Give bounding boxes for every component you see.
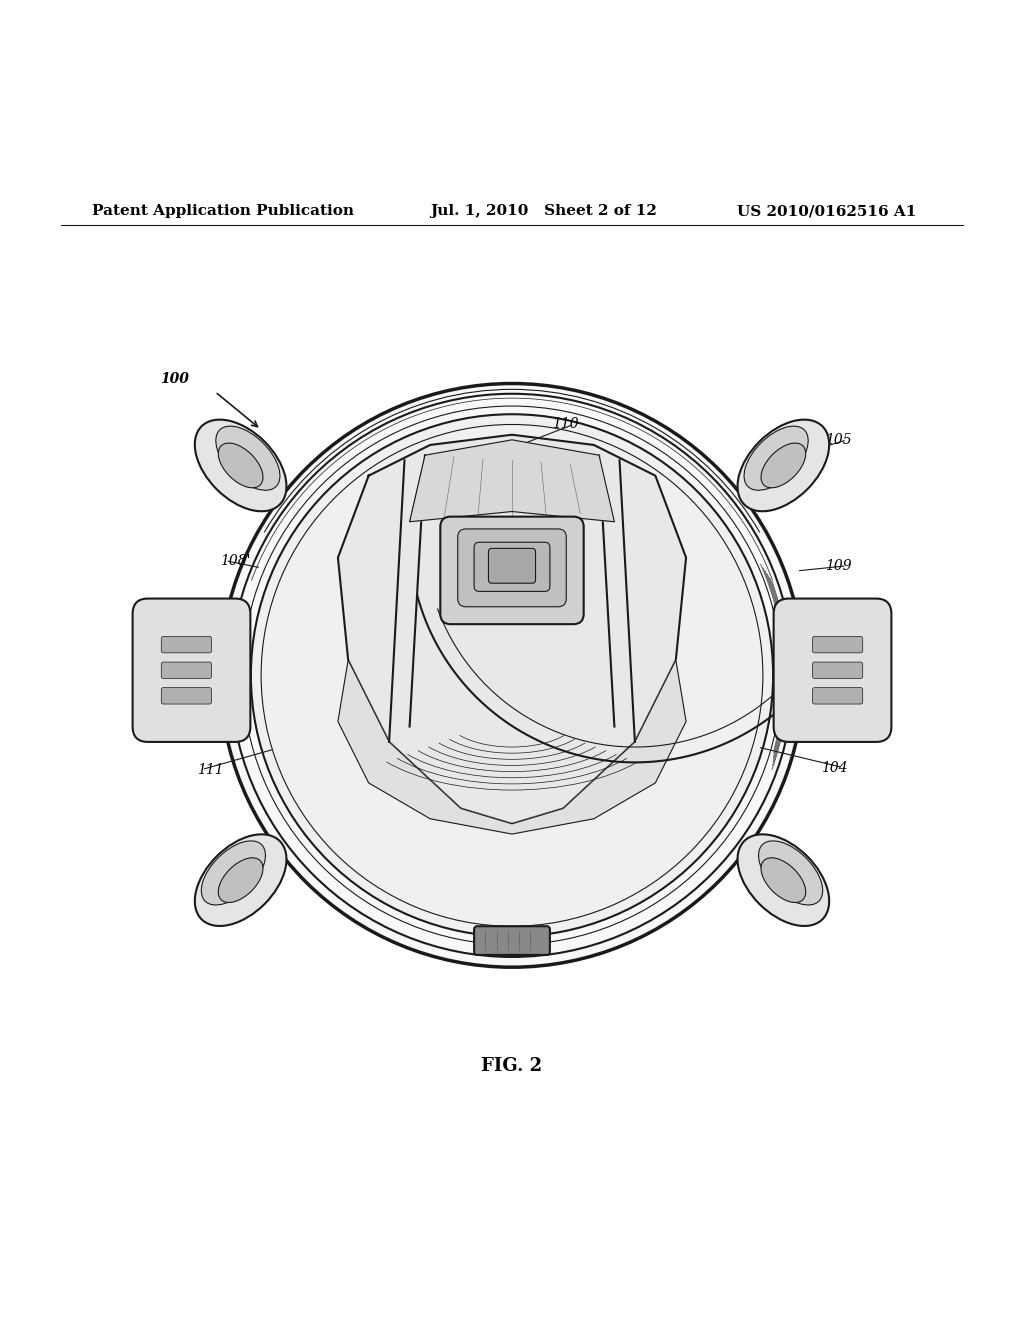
Ellipse shape: [251, 414, 773, 936]
Text: 110: 110: [552, 417, 579, 432]
Ellipse shape: [759, 841, 822, 906]
Ellipse shape: [216, 426, 280, 490]
Text: 105: 105: [825, 433, 852, 447]
Text: Jul. 1, 2010   Sheet 2 of 12: Jul. 1, 2010 Sheet 2 of 12: [430, 205, 657, 218]
Text: FIG. 2: FIG. 2: [481, 1057, 543, 1074]
Ellipse shape: [220, 384, 804, 968]
Ellipse shape: [202, 841, 265, 906]
Text: US 2010/0162516 A1: US 2010/0162516 A1: [737, 205, 916, 218]
Text: 108': 108': [220, 553, 251, 568]
Ellipse shape: [218, 858, 263, 903]
Ellipse shape: [744, 426, 808, 490]
FancyBboxPatch shape: [813, 663, 862, 678]
FancyBboxPatch shape: [813, 636, 862, 653]
Ellipse shape: [737, 834, 829, 927]
FancyBboxPatch shape: [162, 636, 212, 653]
Ellipse shape: [737, 420, 829, 511]
FancyBboxPatch shape: [813, 688, 862, 704]
FancyBboxPatch shape: [162, 663, 212, 678]
Text: 107: 107: [825, 603, 852, 618]
Text: 109: 109: [825, 558, 852, 573]
Polygon shape: [338, 434, 686, 824]
FancyBboxPatch shape: [488, 548, 536, 583]
Polygon shape: [410, 440, 614, 521]
Text: 108: 108: [506, 945, 532, 958]
FancyBboxPatch shape: [162, 688, 212, 704]
Ellipse shape: [218, 444, 263, 488]
Text: 111: 111: [197, 763, 223, 776]
FancyBboxPatch shape: [474, 927, 550, 954]
Text: 104: 104: [821, 760, 848, 775]
FancyBboxPatch shape: [458, 529, 566, 607]
FancyBboxPatch shape: [774, 598, 891, 742]
FancyBboxPatch shape: [133, 598, 250, 742]
Ellipse shape: [195, 420, 287, 511]
Text: 100: 100: [161, 371, 189, 385]
Ellipse shape: [761, 444, 806, 488]
FancyBboxPatch shape: [474, 543, 550, 591]
Ellipse shape: [195, 834, 287, 927]
FancyBboxPatch shape: [440, 516, 584, 624]
Ellipse shape: [761, 858, 806, 903]
Text: Patent Application Publication: Patent Application Publication: [92, 205, 354, 218]
Polygon shape: [338, 660, 686, 834]
